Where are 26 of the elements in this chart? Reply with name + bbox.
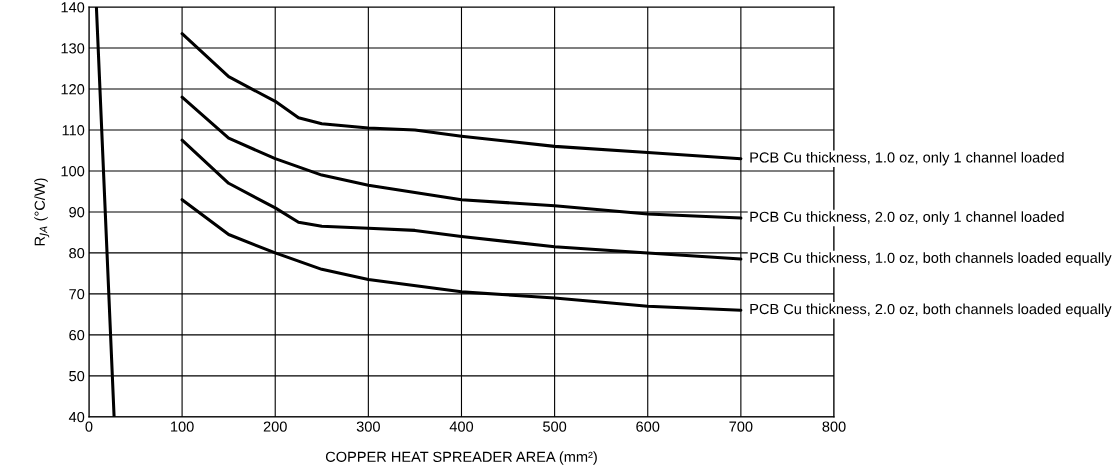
- y-tick-label: 70: [69, 289, 85, 300]
- y-tick-label: 90: [69, 207, 85, 218]
- x-axis-title: COPPER HEAT SPREADER AREA (mm²): [325, 451, 597, 465]
- x-tick-label: 0: [85, 421, 93, 432]
- x-tick-label: 200: [263, 421, 287, 432]
- y-tick-label: 80: [69, 248, 85, 259]
- x-tick-label: 300: [356, 421, 380, 432]
- y-axis-title: R$_{JA}$ (°C/W): [34, 178, 50, 246]
- series-label: PCB Cu thickness, 2.0 oz, both channels loaded equally: [750, 303, 1112, 318]
- y-tick-label: 120: [61, 84, 85, 95]
- y-tick-label: 140: [61, 2, 85, 13]
- y-tick-label: 130: [61, 43, 85, 54]
- series-label: PCB Cu thickness, 1.0 oz, only 1 channel loaded: [750, 151, 1064, 166]
- x-tick-label: 400: [449, 421, 474, 432]
- y-tick-label: 110: [62, 125, 85, 136]
- y-tick-label: 60: [69, 329, 85, 341]
- x-tick-label: 100: [171, 421, 194, 432]
- x-tick-label: 500: [543, 421, 567, 432]
- x-tick-label: 600: [636, 421, 660, 432]
- y-tick-label: 50: [69, 370, 85, 382]
- x-tick-label: 700: [729, 421, 753, 432]
- y-tick-label: 40: [68, 411, 85, 423]
- series-label: PCB Cu thickness, 2.0 oz, only 1 channel loaded: [750, 211, 1064, 225]
- y-tick-label: 100: [61, 166, 85, 177]
- series-label: PCB Cu thickness, 1.0 oz, both channels loaded equally: [750, 252, 1112, 266]
- x-tick-label: 800: [822, 421, 846, 432]
